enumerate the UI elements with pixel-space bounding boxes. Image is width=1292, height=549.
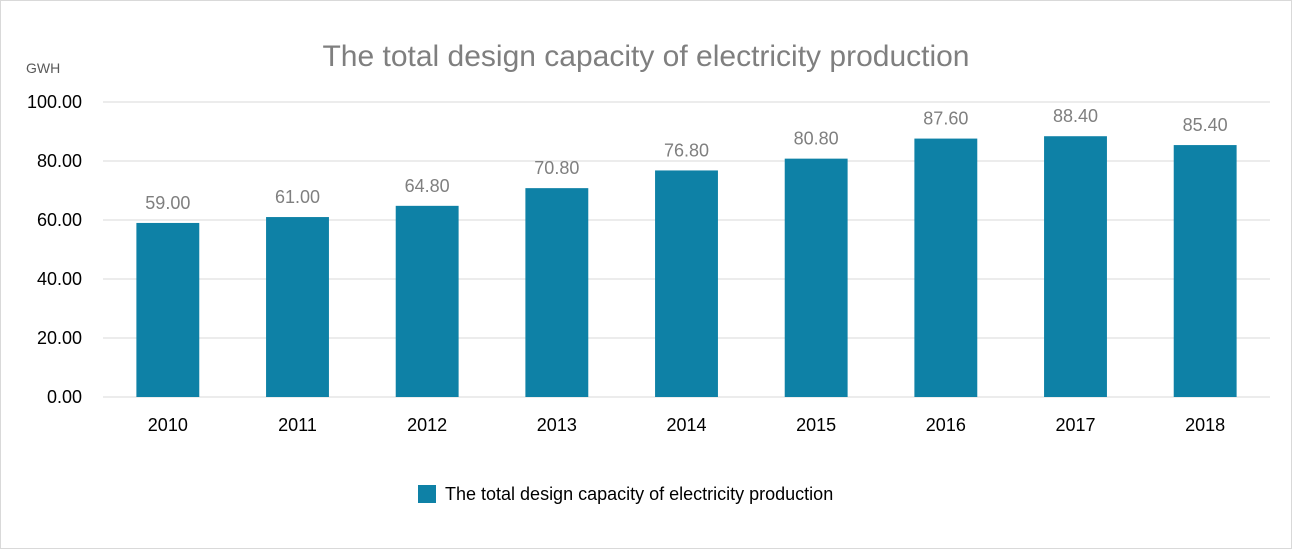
chart-title: The total design capacity of electricity… — [322, 40, 969, 73]
y-tick-label: 80.00 — [37, 151, 82, 171]
y-tick-label: 60.00 — [37, 210, 82, 230]
y-tick-label: 100.00 — [27, 92, 82, 112]
bar — [136, 222, 200, 397]
x-tick-label: 2015 — [796, 415, 836, 435]
bar — [1173, 145, 1237, 397]
bar — [784, 158, 848, 397]
data-label: 64.80 — [405, 176, 450, 196]
x-tick-label: 2014 — [666, 415, 706, 435]
bar — [655, 170, 718, 397]
data-label: 85.40 — [1183, 115, 1228, 135]
data-label: 76.80 — [664, 140, 709, 160]
data-label: 59.00 — [145, 193, 190, 213]
x-tick-label: 2017 — [1055, 415, 1095, 435]
bar — [395, 205, 459, 397]
legend-swatch — [418, 485, 436, 503]
y-axis-unit-label: GWH — [26, 60, 60, 76]
bars — [136, 136, 1237, 397]
data-label: 61.00 — [275, 187, 320, 207]
y-tick-label: 40.00 — [37, 269, 82, 289]
x-tick-label: 2018 — [1185, 415, 1225, 435]
bar — [525, 188, 589, 397]
y-tick-label: 0.00 — [47, 387, 82, 407]
x-tick-label: 2012 — [407, 415, 447, 435]
x-tick-label: 2011 — [278, 415, 317, 435]
data-label: 80.80 — [794, 129, 839, 149]
legend-label: The total design capacity of electricity… — [445, 484, 833, 504]
data-label: 88.40 — [1053, 106, 1098, 126]
x-tick-label: 2013 — [537, 415, 577, 435]
data-label: 70.80 — [534, 158, 579, 178]
data-label: 87.60 — [923, 109, 968, 129]
y-tick-label: 20.00 — [37, 328, 82, 348]
legend: The total design capacity of electricity… — [418, 484, 833, 504]
bar — [266, 217, 329, 397]
bar — [914, 138, 978, 397]
x-tick-label: 2010 — [148, 415, 188, 435]
y-axis-ticks: 0.00 20.00 40.00 60.00 80.00 100.00 — [27, 92, 82, 407]
x-tick-label: 2016 — [926, 415, 966, 435]
bar — [1044, 136, 1107, 397]
x-axis-ticks: 2010 2011 2012 2013 2014 2015 2016 2017 2018 — [148, 415, 1225, 435]
data-labels: 59.00 61.00 64.80 70.80 76.80 80.80 87.60 88.40… — [145, 106, 1227, 213]
